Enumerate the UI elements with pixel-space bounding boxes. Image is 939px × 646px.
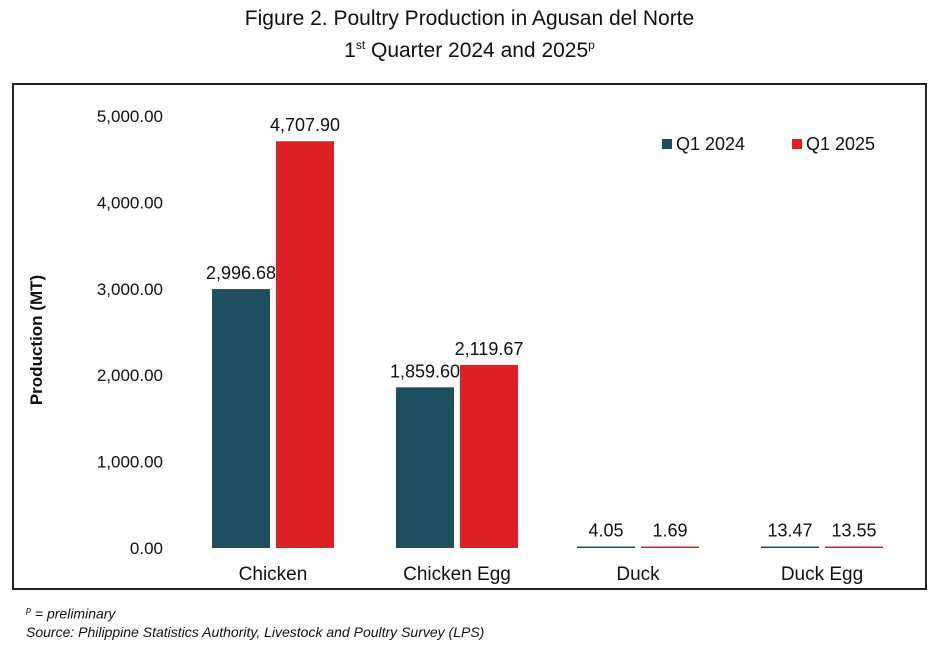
source-note: Source: Philippine Statistics Authority,… [26, 623, 485, 640]
bar-duck-egg-q1-2024 [761, 546, 819, 548]
y-tick-label: 2,000.00 [97, 366, 163, 385]
data-labels: 2,996.68 4,707.90 1,859.602,119.67 4.05 1.69… [206, 115, 877, 540]
chart-title-line2: 1st Quarter 2024 and 2025p [0, 32, 939, 64]
chart-title: Figure 2. Poultry Production in Agusan d… [0, 6, 939, 64]
bar-duck-q1-2025 [641, 546, 699, 548]
title-quarter-number: 1 [344, 39, 356, 62]
footnote: p = preliminary Source: Philippine Stati… [26, 601, 484, 641]
category-label: Duck Egg [781, 564, 863, 585]
legend-swatch [792, 139, 802, 149]
data-label: 2,119.67 [455, 339, 524, 359]
data-label: 1.69 [652, 521, 687, 541]
legend: Q1 2024 Q1 2025 [662, 134, 875, 154]
bar-chicken-egg-q1-2025 [460, 364, 518, 548]
y-tick-label: 1,000.00 [97, 453, 163, 472]
category-label: Duck [616, 564, 660, 585]
chart-title-line1: Figure 2. Poultry Production in Agusan d… [244, 7, 695, 30]
legend-label: Q1 2025 [806, 134, 875, 154]
data-label: 2,996.68 [206, 263, 276, 283]
chart-frame [12, 83, 927, 590]
category-labels: Chicken Chicken Egg Duck Duck Egg [239, 564, 864, 585]
preliminary-marker: p [26, 605, 32, 615]
y-axis-label: Production (MT) [27, 275, 46, 405]
legend-label: Q1 2024 [676, 134, 745, 154]
bars [212, 141, 883, 549]
data-label: 1,859.60 [390, 361, 460, 381]
data-label: 13.47 [767, 521, 812, 541]
bar-chicken-q1-2025 [276, 141, 334, 549]
y-tick-label: 3,000.00 [97, 280, 163, 299]
y-tick-label: 4,000.00 [97, 193, 163, 212]
title-quarter-text: Quarter 2024 and 2025 [365, 39, 589, 62]
bar-duck-q1-2024 [577, 546, 635, 548]
category-label: Chicken Egg [403, 564, 511, 585]
y-tick-label: 0.00 [130, 539, 163, 558]
preliminary-text: = preliminary [31, 605, 116, 622]
data-label: 4,707.90 [270, 115, 340, 135]
data-label: 13.55 [831, 521, 876, 541]
title-ordinal: st [355, 38, 366, 52]
category-label: Chicken [239, 564, 308, 585]
y-axis-ticks: 0.00 1,000.00 2,000.00 3,000.00 4,000.00 5,00… [97, 107, 163, 558]
bar-chicken-egg-q1-2024 [396, 387, 454, 548]
data-label: 4.05 [588, 521, 623, 541]
preliminary-note: p = preliminary [26, 601, 484, 623]
legend-swatch [662, 139, 672, 149]
bar-duck-egg-q1-2025 [825, 546, 883, 548]
y-tick-label: 5,000.00 [97, 107, 163, 126]
title-preliminary-mark: p [588, 38, 595, 52]
bar-chicken-q1-2024 [212, 289, 270, 548]
